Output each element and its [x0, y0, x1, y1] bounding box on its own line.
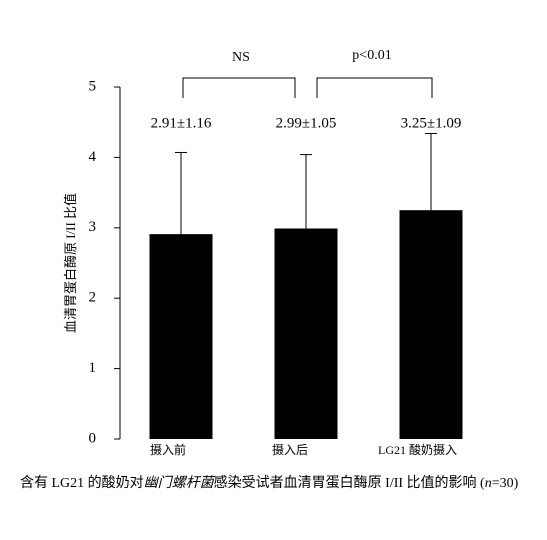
bar [399, 210, 463, 439]
y-tick-label: 3 [89, 219, 97, 235]
y-tick-label: 5 [89, 78, 97, 94]
bracket [182, 77, 296, 98]
bracket [316, 77, 433, 98]
annotation: NS [232, 50, 250, 65]
x-tick-label: 摄入前 [150, 442, 186, 457]
caption-text: 幽门螺杆菌 [143, 476, 214, 491]
caption-text: n [484, 476, 492, 491]
bar [149, 234, 213, 439]
value-label: 2.91±1.16 [151, 115, 212, 131]
caption-text: =30) [491, 476, 519, 491]
bar [274, 228, 338, 439]
annotation: p<0.01 [352, 48, 391, 63]
caption: 含有 LG21 的酸奶对幽门螺杆菌感染受试者血清胃蛋白酶原 I/II 比值的影响… [20, 474, 520, 494]
y-tick-label: 1 [89, 360, 97, 376]
x-tick-label: LG21 酸奶摄入 [378, 442, 457, 457]
y-tick-label: 0 [89, 430, 97, 446]
x-tick-label: 摄入后 [272, 442, 308, 457]
caption-text: 含有 LG21 的酸奶对 [20, 476, 144, 491]
value-label: 3.25±1.09 [401, 115, 462, 131]
y-tick-label: 4 [89, 149, 97, 165]
chart: 血清胃蛋白酶原 I/II 比值 NS p<0.01 0 1 2 3 4 5 摄入前 2.91±… [63, 48, 463, 457]
value-label: 2.99±1.05 [276, 115, 337, 131]
y-tick-label: 2 [89, 290, 97, 306]
y-axis-label: 血清胃蛋白酶原 I/II 比值 [63, 193, 78, 333]
caption-text: 感染受试者血清胃蛋白酶原 I/II 比值的影响 ( [213, 476, 485, 491]
